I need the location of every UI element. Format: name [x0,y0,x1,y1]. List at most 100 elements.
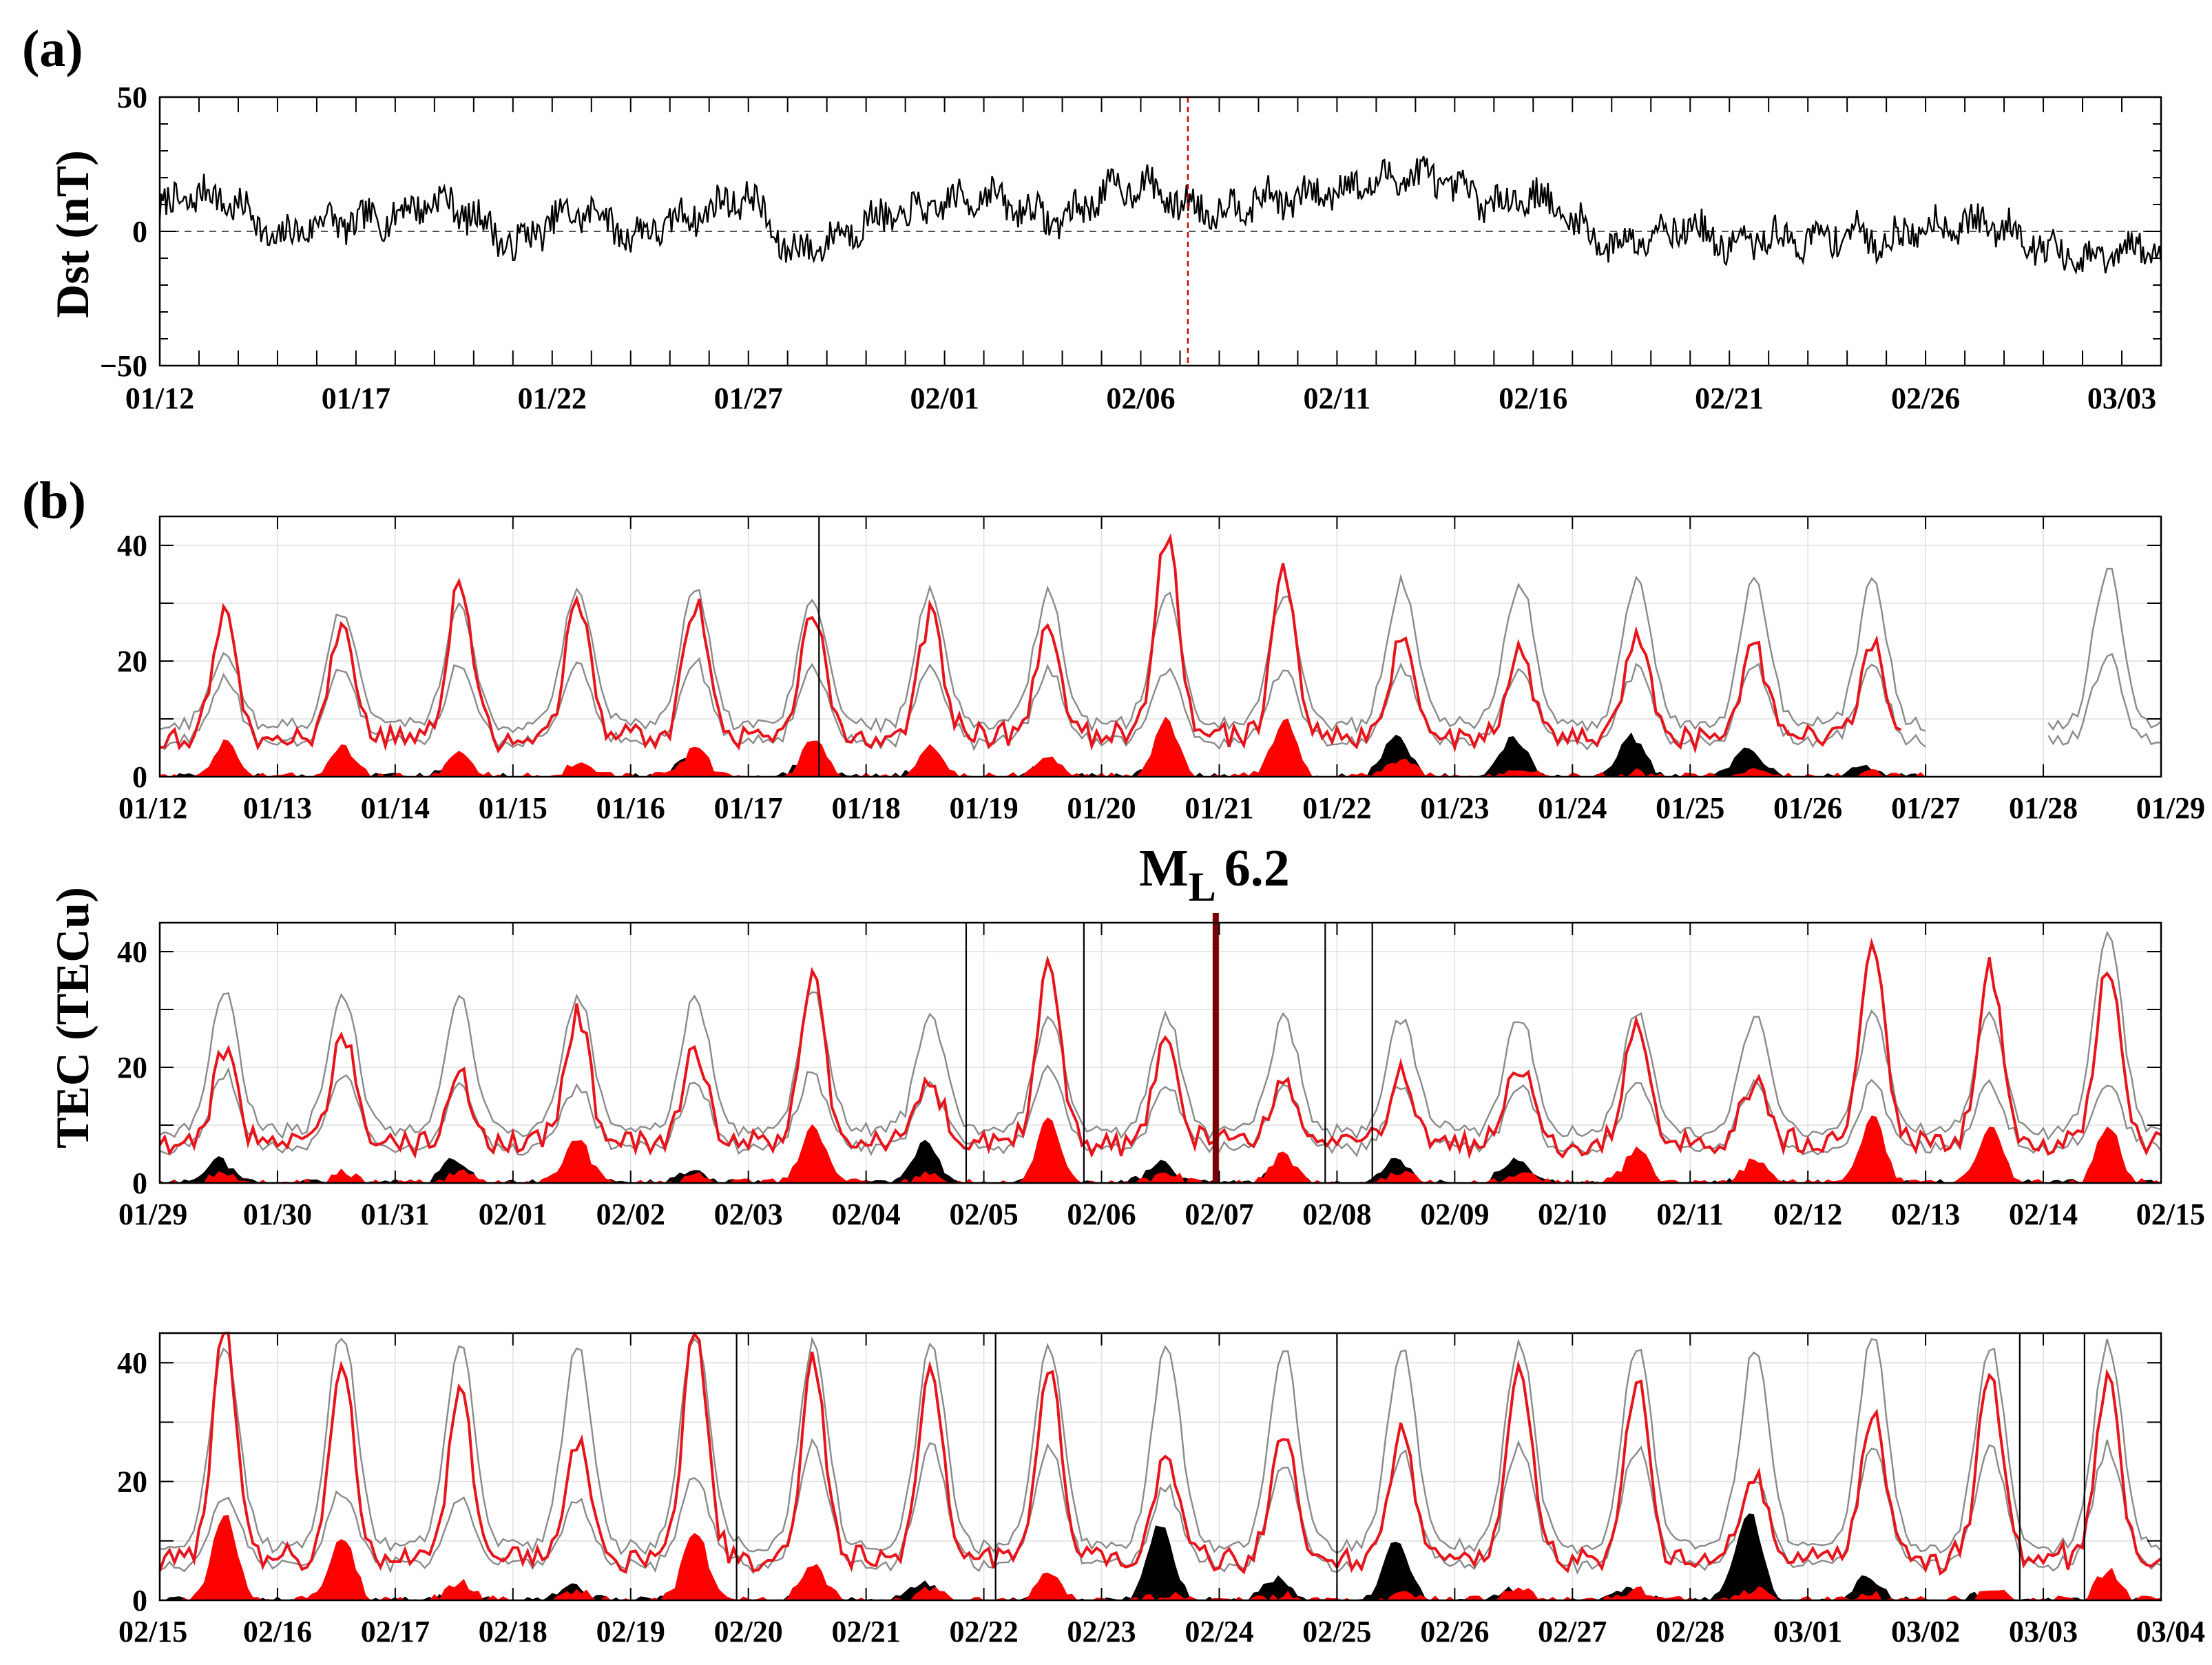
tec-axis-label: TEC (TECu) [46,887,98,1149]
tec-x-tick-label: 02/22 [949,1615,1018,1648]
tec-x-tick-label: 02/02 [596,1197,665,1231]
tec-chart-row-2: 0 20 40 01/29 01/30 01/31 02/01 02/02 02/03 02/04… [117,913,2205,1231]
tec-x-tick-label: 01/29 [118,1197,187,1231]
tec-chart-row-3: 0 20 40 02/15 02/16 02/17 02/18 02/19 02/20 02/21… [117,1331,2205,1648]
tec-positive-anomaly-row-3 [160,1515,2161,1600]
tec-x-tick-label: 02/12 [1773,1197,1842,1231]
tec-x-tick-label: 01/24 [1538,791,1607,825]
tec-negative-anomaly-row-2 [160,1140,2161,1183]
earthquake-label-m: M [1139,839,1189,897]
tec-upper-bound-row-1 [159,573,1926,735]
tec-plot-frame-row-1 [158,515,2162,778]
dst-x-tick-label: 02/01 [910,381,979,415]
dst-y-tick-label: −50 [100,349,147,383]
tec-x-tick-label: 02/20 [714,1615,783,1648]
tec-x-tick-label: 02/13 [1891,1197,1960,1231]
tec-lower-bound-row-1 [159,657,1926,752]
tec-x-tick-label: 02/09 [1420,1197,1489,1231]
earthquake-label: ML 6.2 [1139,839,1290,910]
earthquake-label-sub: L [1189,864,1216,910]
tec-plot-frame-row-2 [158,921,2162,1184]
tec-upper-bound-row-2 [159,930,2162,1141]
tec-x-tick-label: 02/23 [1067,1615,1136,1648]
tec-observed-row-3 [158,1331,2162,1576]
tec-x-tick-label: 02/11 [1656,1197,1724,1231]
tec-x-tick-label: 01/29 [2136,791,2205,825]
tec-negative-anomaly-row-3 [160,1513,2161,1600]
tec-y-tick-label: 20 [117,645,147,678]
dst-x-tick-label: 02/06 [1106,381,1175,415]
tec-y-tick-label: 40 [117,935,147,969]
tec-y-tick-label: 20 [117,1465,147,1499]
dst-x-tick-label: 02/21 [1695,381,1764,415]
tec-y-tick-label: 20 [117,1051,147,1085]
tec-x-tick-label: 02/05 [949,1197,1018,1231]
tec-x-tick-label: 02/01 [479,1197,547,1231]
panel-b-label: (b) [22,472,86,530]
tec-x-tick-label: 02/07 [1185,1197,1253,1231]
tec-x-tick-label: 02/15 [118,1615,187,1648]
tec-x-tick-label: 02/26 [1420,1615,1489,1648]
tec-plot-frame-row-3 [158,1332,2162,1602]
dst-axis-label: Dst (nT) [46,150,98,318]
tec-x-tick-label: 01/13 [243,791,312,825]
tec-x-tick-label: 02/21 [832,1615,901,1648]
tec-lower-bound-row-1 [2047,653,2162,746]
tec-x-tick-label: 01/12 [118,791,187,825]
tec-x-tick-label: 01/25 [1656,791,1724,825]
tec-x-tick-label: 02/28 [1656,1615,1724,1648]
tec-positive-anomaly-row-1 [160,716,2161,777]
tec-x-tick-label: 02/15 [2136,1197,2205,1231]
tec-x-tick-label: 03/02 [1891,1615,1960,1648]
earthquake-label-mag: 6.2 [1224,839,1290,897]
tec-x-tick-label: 01/14 [361,791,430,825]
tec-x-tick-label: 02/27 [1538,1615,1607,1648]
dst-y-tick-label: 0 [132,215,147,249]
tec-x-tick-label: 01/26 [1773,791,1842,825]
dst-x-tick-label: 01/22 [518,381,587,415]
tec-x-tick-label: 03/03 [2009,1615,2078,1648]
tec-x-tick-label: 01/28 [2009,791,2078,825]
tec-x-tick-label: 02/03 [714,1197,783,1231]
tec-x-tick-label: 03/01 [1773,1615,1842,1648]
tec-x-tick-label: 01/17 [714,791,783,825]
dst-x-tick-label: 02/26 [1891,381,1960,415]
dst-chart: −50 0 50 01/12 01/17 01/22 01/27 02/01 02/06 02/1… [100,81,2162,415]
dst-x-tick-label: 03/03 [2087,381,2156,415]
tec-x-tick-label: 01/30 [243,1197,312,1231]
tec-x-tick-label: 02/18 [479,1615,547,1648]
tec-x-tick-label: 01/23 [1420,791,1489,825]
tec-x-tick-label: 02/04 [832,1197,901,1231]
tec-chart-row-1: 0 20 40 01/12 01/13 01/14 01/15 01/16 01/17 01/18… [117,515,2205,825]
tec-x-tick-label: 01/22 [1302,791,1371,825]
dst-series-line [158,156,2162,275]
tec-lower-bound-row-2 [159,1064,2162,1158]
tec-x-tick-label: 03/04 [2136,1615,2205,1648]
panel-a-label: (a) [22,20,83,78]
tec-y-tick-label: 0 [132,1584,147,1617]
dst-x-tick-label: 02/16 [1499,381,1567,415]
dst-x-tick-label: 02/11 [1304,381,1371,415]
tec-y-tick-label: 40 [117,529,147,563]
dst-y-tick-label: 50 [117,81,147,114]
tec-x-tick-label: 01/21 [1185,791,1253,825]
tec-x-tick-label: 01/18 [832,791,901,825]
dst-x-tick-label: 01/27 [714,381,783,415]
tec-x-tick-label: 01/20 [1067,791,1136,825]
tec-x-tick-label: 01/15 [479,791,547,825]
tec-x-tick-label: 02/08 [1302,1197,1371,1231]
tec-y-tick-label: 40 [117,1346,147,1380]
tec-observed-row-2 [158,937,2162,1160]
tec-x-tick-label: 01/16 [596,791,665,825]
tec-positive-anomaly-row-2 [160,1116,2161,1183]
tec-x-tick-label: 02/16 [243,1615,312,1648]
tec-upper-bound-row-1 [2047,567,2162,731]
tec-observed-row-1 [159,533,1902,754]
tec-x-tick-label: 01/31 [361,1197,430,1231]
tec-x-tick-label: 02/14 [2009,1197,2078,1231]
tec-upper-bound-row-3 [159,1336,2162,1556]
tec-x-tick-label: 02/24 [1185,1615,1253,1648]
tec-x-tick-label: 01/27 [1891,791,1960,825]
tec-x-tick-label: 01/19 [949,791,1018,825]
